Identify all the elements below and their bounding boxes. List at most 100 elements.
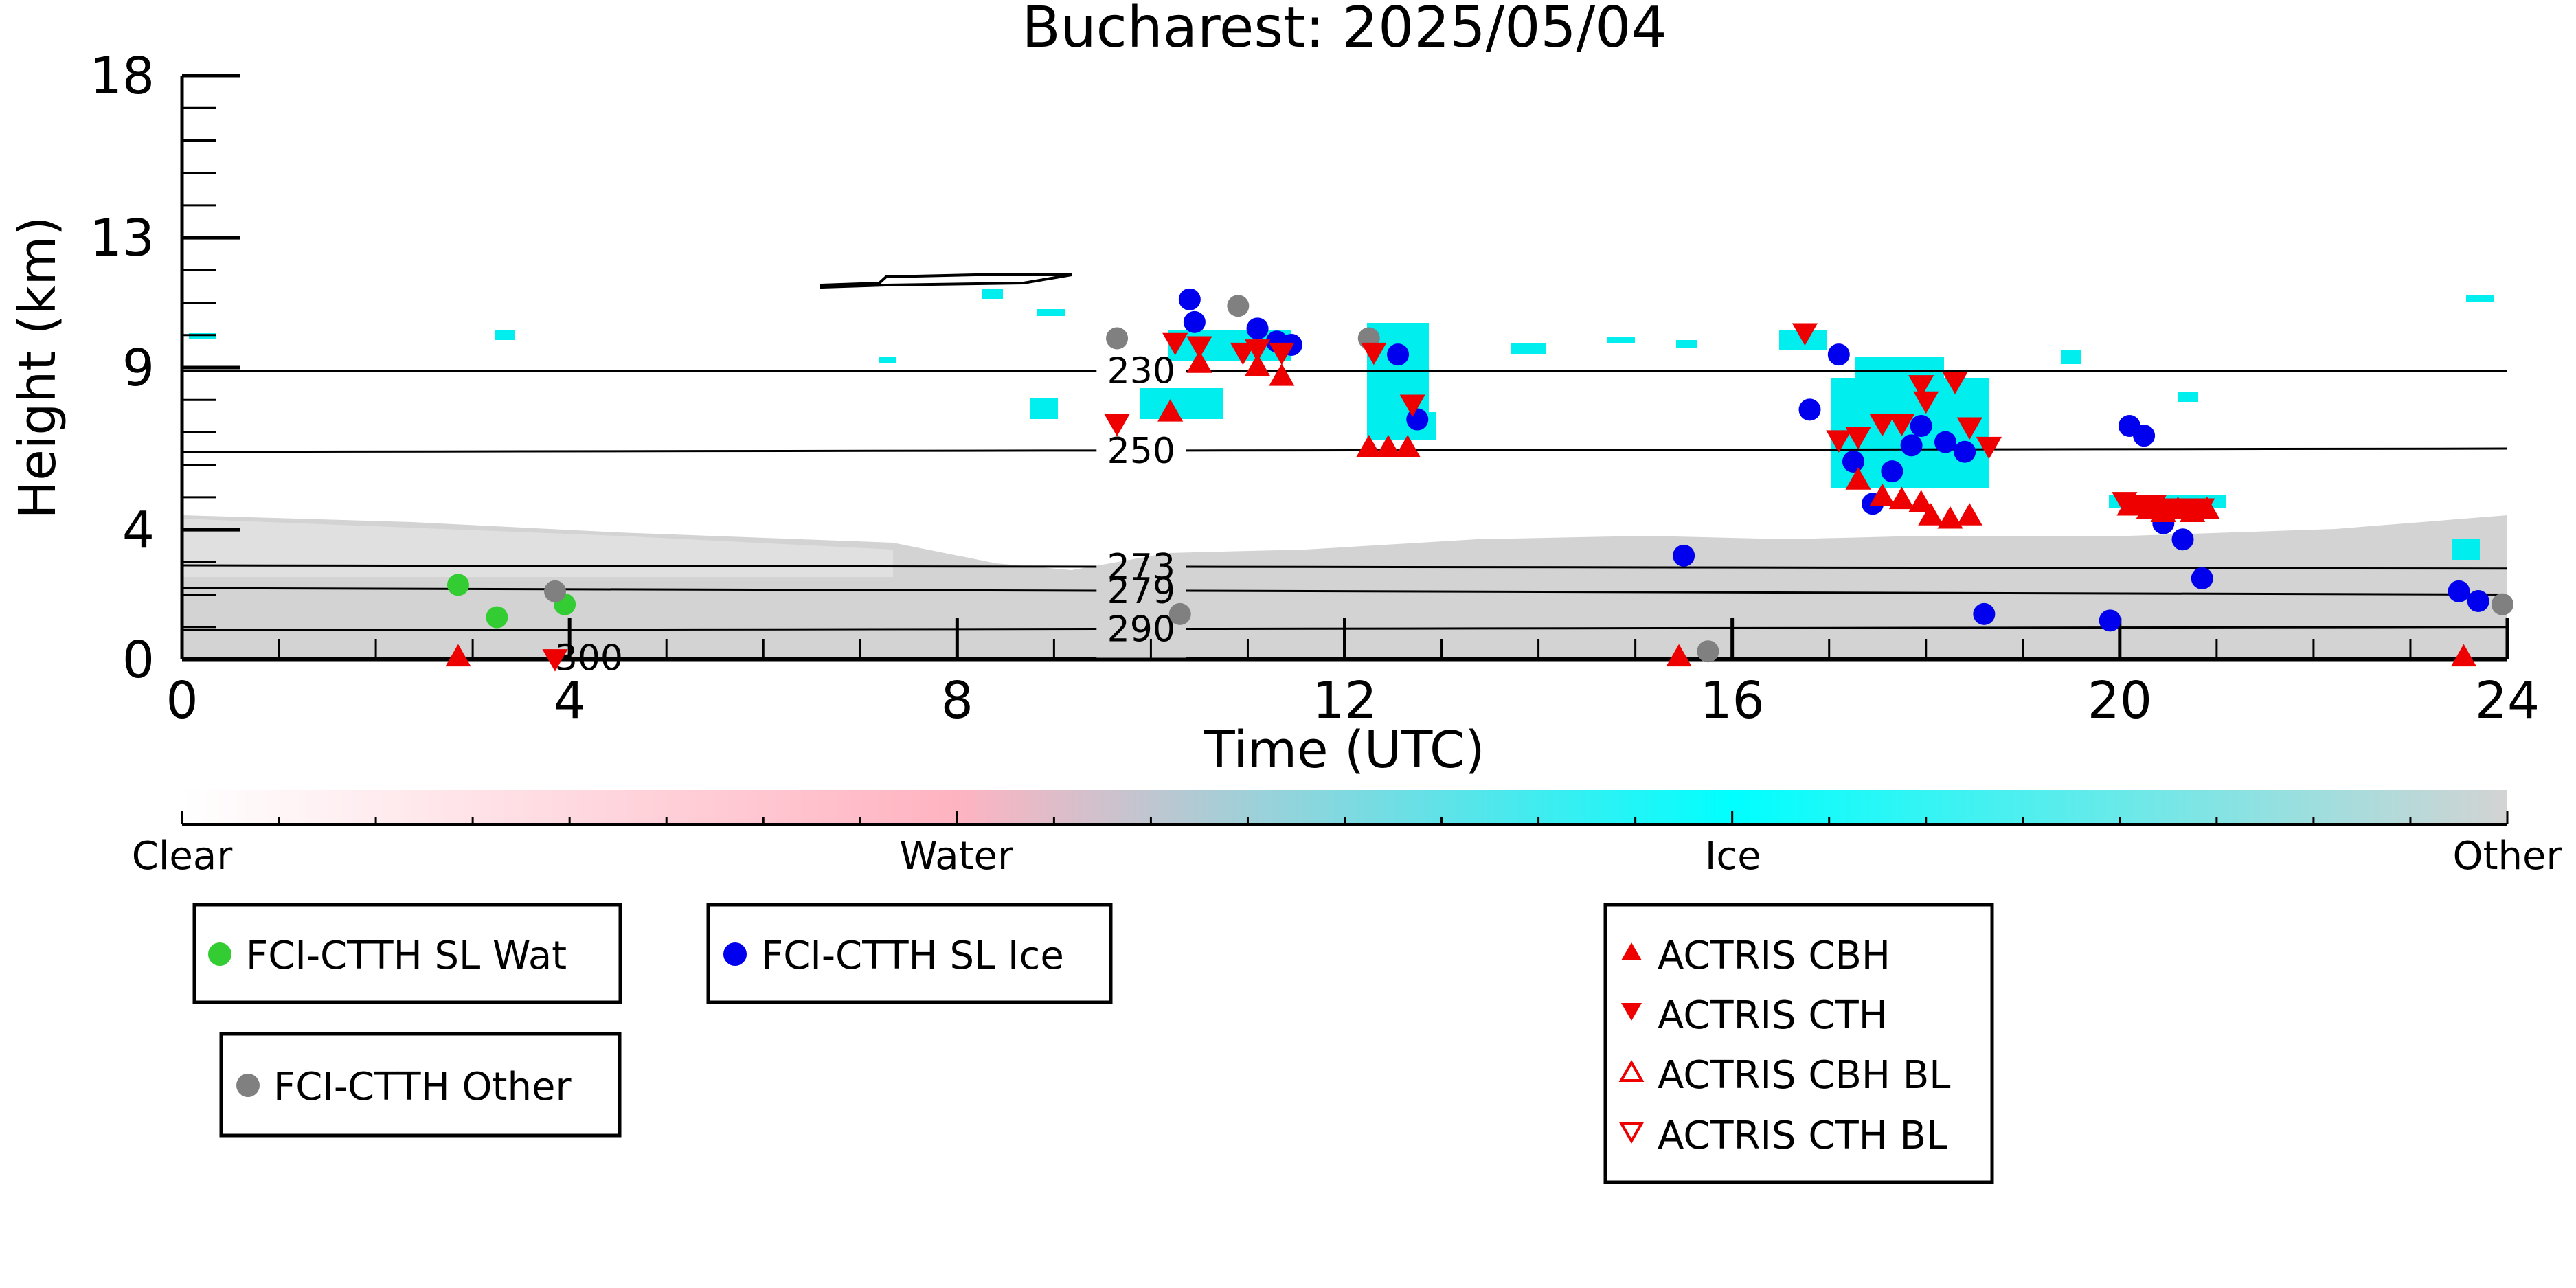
marker-actris-cth <box>1162 332 1188 356</box>
chart-title: Bucharest: 2025/05/04 <box>1021 0 1667 60</box>
marker-actris-cbh <box>1186 350 1212 373</box>
marker-actris-cth <box>1186 336 1212 359</box>
marker-actris-cth <box>2189 498 2215 521</box>
y-tick-label: 9 <box>122 339 155 398</box>
colorbar-label: Ice <box>1705 834 1761 879</box>
marker-fci-ctth-other <box>1697 640 1719 663</box>
marker-fci-ctth-sl-ice <box>2099 609 2121 632</box>
legend-ice: FCI-CTTH SL Ice <box>706 903 1113 1004</box>
marker-actris-cth <box>1956 417 1982 440</box>
marker-actris-cbh <box>1666 644 1692 667</box>
contour-label: 250 <box>1107 431 1175 472</box>
x-tick-label: 16 <box>1700 671 1765 730</box>
marker-actris-cbh <box>1888 486 1915 510</box>
legend-other-label: FCI-CTTH Other <box>273 1065 572 1109</box>
colorbar: Clear Water Ice Other <box>132 790 2562 879</box>
contour-label: 290 <box>1107 609 1175 651</box>
marker-actris-cbh <box>1356 435 1382 457</box>
marker-actris-cbh <box>1918 503 1944 526</box>
y-tick-label: 13 <box>90 209 155 268</box>
marker-fci-ctth-sl-ice <box>1183 310 1206 333</box>
x-tick-label: 20 <box>2088 671 2152 730</box>
contour-label: 230 <box>1107 351 1175 392</box>
colorbar-label: Clear <box>132 834 233 879</box>
marker-actris-cbh <box>1375 435 1401 457</box>
legend-ice-marker <box>723 942 747 966</box>
marker-fci-ctth-other <box>544 580 567 602</box>
marker-fci-ctth-sl-ice <box>1881 460 1903 483</box>
marker-actris-cbh <box>1908 490 1934 512</box>
marker-fci-ctth-sl-ice <box>1900 434 1923 457</box>
legend-cth-bl-marker <box>1618 1122 1645 1144</box>
contour-line <box>1186 626 2507 631</box>
colorbar-label: Water <box>899 834 1014 879</box>
marker-actris-cbh <box>1244 353 1271 376</box>
legend-water-box <box>192 903 622 1004</box>
marker-fci-ctth-sl-ice <box>2448 580 2470 602</box>
marker-fci-ctth-other <box>1227 295 1250 317</box>
contour-label: 273 <box>1107 547 1175 588</box>
x-tick-label: 12 <box>1312 671 1377 730</box>
marker-fci-ctth-sl-ice <box>2133 425 2156 447</box>
marker-fci-ctth-sl-ice <box>1842 450 1864 473</box>
marker-actris-cbh <box>1869 483 1895 506</box>
marker-fci-ctth-sl-ice <box>1910 415 1932 437</box>
marker-actris-cbh <box>1845 467 1871 490</box>
legend-cbh-label: ACTRIS CBH <box>1658 934 1890 978</box>
marker-actris-cbh <box>1956 503 1982 526</box>
x-axis-ticks: 0 4 8 12 16 20 24 <box>166 618 2540 730</box>
marker-fci-ctth-sl-ice <box>2171 528 2194 551</box>
marker-actris-cth <box>1869 414 1895 437</box>
marker-fci-ctth-sl-wat <box>447 574 469 596</box>
contour-line <box>182 628 1097 631</box>
marker-actris-cbh <box>1394 435 1421 457</box>
marker-actris-cbh <box>1937 506 1963 529</box>
high-cloud-outline <box>820 273 1072 289</box>
y-tick-label: 4 <box>122 501 155 560</box>
legend-water-label: FCI-CTTH SL Wat <box>246 934 567 978</box>
cloud-mask-layers <box>182 273 2507 659</box>
marker-fci-ctth-sl-ice <box>1934 431 1956 453</box>
marker-fci-ctth-sl-ice <box>1973 602 1996 625</box>
x-tick-label: 24 <box>2475 671 2540 730</box>
contour-line <box>182 564 1097 568</box>
marker-actris-cth <box>1361 342 1387 365</box>
marker-fci-ctth-sl-wat <box>486 606 508 629</box>
marker-fci-ctth-sl-ice <box>1246 317 1269 340</box>
y-tick-label: 0 <box>122 631 155 690</box>
marker-actris-cth <box>1913 391 1939 414</box>
marker-actris-cth <box>1792 323 1818 346</box>
legend-other: FCI-CTTH Other <box>219 1032 622 1138</box>
marker-actris-cbh <box>1269 363 1295 386</box>
marker-actris-cth <box>1104 414 1130 437</box>
legend-actris-box <box>1603 903 1994 1184</box>
legend-ice-box <box>706 903 1113 1004</box>
contour-line <box>182 449 1097 453</box>
other-layer-upper-patchy <box>182 519 893 577</box>
legend-cth-marker <box>1621 1003 1642 1021</box>
legend-cth-bl-label: ACTRIS CTH BL <box>1658 1114 1947 1158</box>
contour-line <box>182 587 1097 592</box>
marker-actris-cth <box>1230 342 1256 365</box>
marker-fci-ctth-sl-ice <box>2467 590 2489 612</box>
contour-line <box>1186 565 2507 570</box>
legend-cbh-bl-marker <box>1618 1059 1645 1082</box>
legend-cbh-bl-label: ACTRIS CBH BL <box>1658 1053 1950 1098</box>
series-markers <box>445 288 2513 672</box>
marker-fci-ctth-sl-ice <box>1387 343 1410 366</box>
marker-actris-cth <box>542 649 568 672</box>
marker-actris-cbh <box>1157 399 1184 422</box>
legend-actris: ACTRIS CBH ACTRIS CTH ACTRIS CBH BL ACTR… <box>1603 903 1994 1184</box>
marker-actris-cth <box>1826 430 1852 453</box>
ice-cloud-patches <box>189 289 2494 560</box>
x-tick-label: 8 <box>941 671 973 730</box>
marker-actris-cth <box>1908 375 1934 398</box>
legend-cth-label: ACTRIS CTH <box>1658 993 1888 1038</box>
marker-actris-cbh <box>445 644 471 667</box>
legend-water: FCI-CTTH SL Wat <box>192 903 622 1004</box>
marker-fci-ctth-sl-ice <box>1178 288 1201 310</box>
contour-label: 279 <box>1107 571 1175 612</box>
marker-fci-ctth-other <box>1106 327 1129 350</box>
